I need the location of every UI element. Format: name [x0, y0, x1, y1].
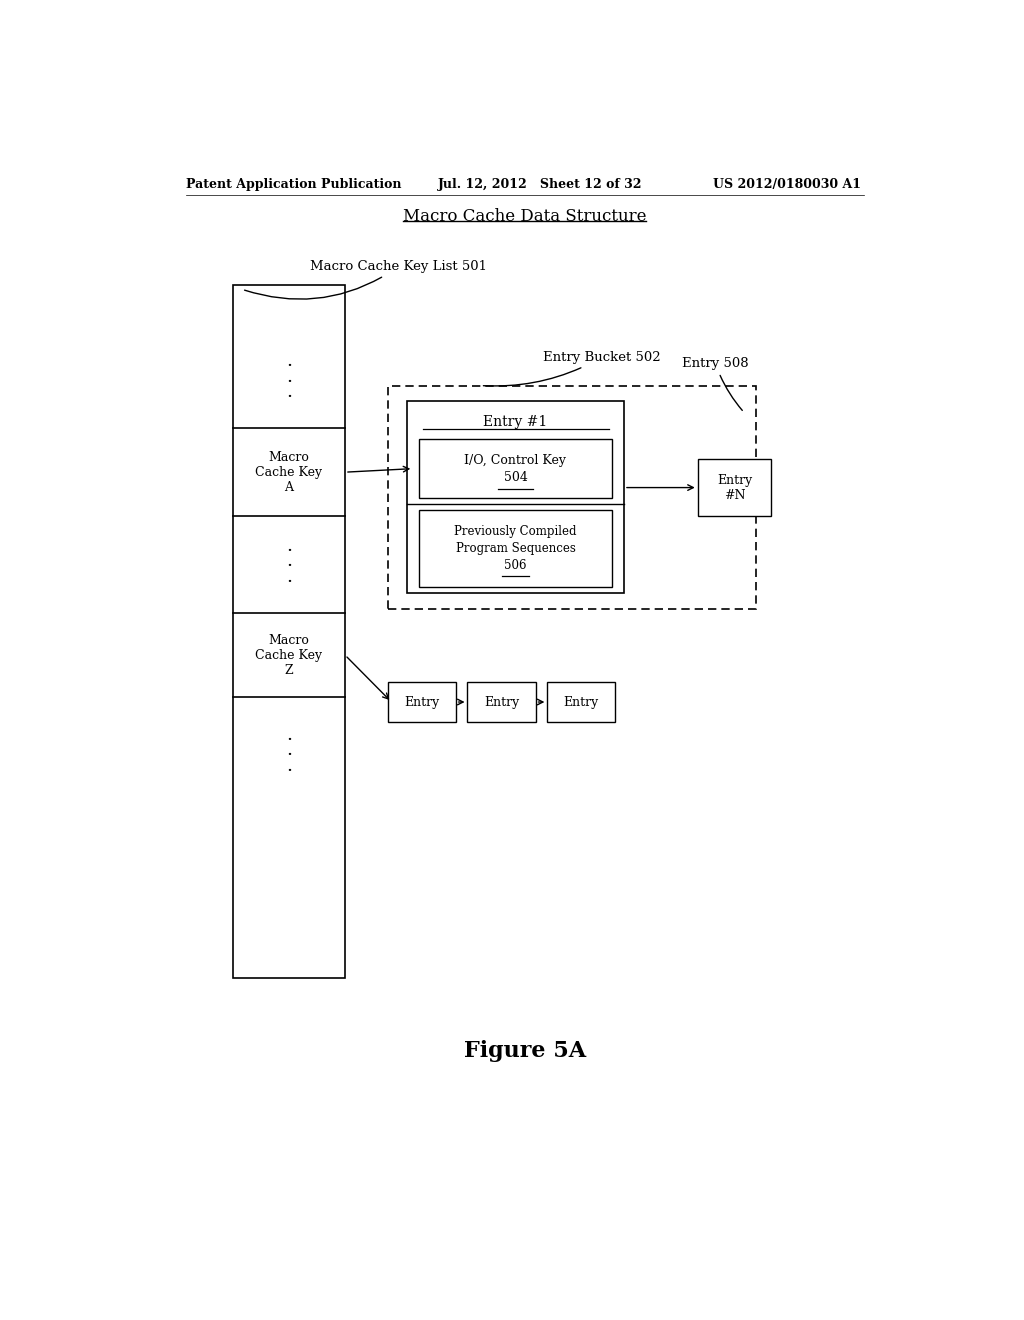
Text: Entry #1: Entry #1: [483, 414, 548, 429]
Bar: [388, 385, 756, 609]
Text: ·: ·: [286, 388, 292, 407]
Text: ·: ·: [286, 731, 292, 748]
Bar: [697, 459, 771, 516]
Text: Jul. 12, 2012   Sheet 12 of 32: Jul. 12, 2012 Sheet 12 of 32: [438, 178, 642, 190]
Text: Figure 5A: Figure 5A: [464, 1040, 586, 1063]
Text: Previously Compiled: Previously Compiled: [455, 525, 577, 539]
Text: 506: 506: [504, 560, 526, 572]
Text: Entry: Entry: [484, 696, 519, 709]
Text: Entry
#N: Entry #N: [717, 474, 752, 502]
Bar: [547, 682, 615, 722]
Text: ·: ·: [286, 358, 292, 375]
Text: I/O, Control Key: I/O, Control Key: [465, 454, 566, 467]
Text: Macro
Cache Key
A: Macro Cache Key A: [255, 450, 323, 494]
Bar: [419, 440, 612, 498]
Text: Entry 508: Entry 508: [682, 358, 749, 411]
Text: Entry: Entry: [564, 696, 599, 709]
Text: 504: 504: [504, 471, 527, 484]
Text: Patent Application Publication: Patent Application Publication: [186, 178, 401, 190]
Text: ·: ·: [286, 746, 292, 764]
Text: Entry: Entry: [404, 696, 439, 709]
Bar: [388, 682, 456, 722]
Text: ·: ·: [286, 573, 292, 591]
Text: ·: ·: [286, 762, 292, 780]
Text: Macro
Cache Key
Z: Macro Cache Key Z: [255, 634, 323, 677]
Text: Macro Cache Data Structure: Macro Cache Data Structure: [403, 209, 646, 226]
Text: ·: ·: [286, 372, 292, 391]
Text: Macro Cache Key List 501: Macro Cache Key List 501: [245, 260, 487, 300]
Text: ·: ·: [286, 557, 292, 576]
Bar: [467, 682, 536, 722]
Text: Entry Bucket 502: Entry Bucket 502: [483, 351, 660, 385]
Text: Program Sequences: Program Sequences: [456, 543, 575, 556]
Text: ·: ·: [286, 543, 292, 560]
Text: US 2012/0180030 A1: US 2012/0180030 A1: [713, 178, 861, 190]
Bar: [407, 401, 624, 594]
Bar: [419, 510, 612, 587]
Bar: [232, 285, 345, 978]
